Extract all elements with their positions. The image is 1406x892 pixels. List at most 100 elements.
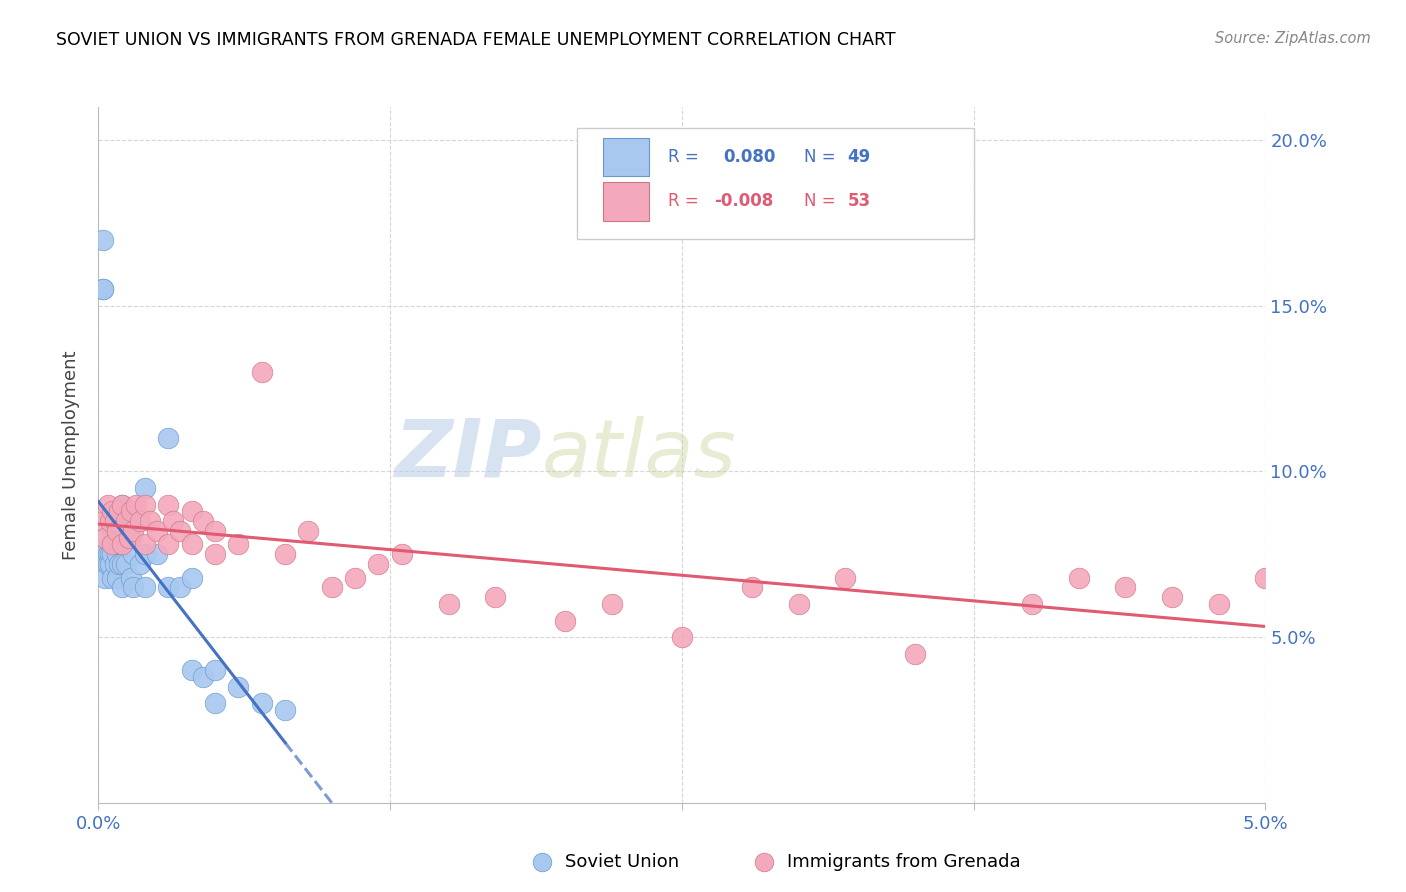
Point xyxy=(834,570,856,584)
Point xyxy=(554,614,576,628)
FancyBboxPatch shape xyxy=(603,182,650,220)
Point xyxy=(437,597,460,611)
Point xyxy=(104,524,127,538)
Point xyxy=(139,514,162,528)
Text: N =: N = xyxy=(804,148,837,166)
Point xyxy=(115,514,138,528)
Point xyxy=(104,514,127,528)
Point xyxy=(105,570,128,584)
Point xyxy=(101,537,124,551)
Text: R =: R = xyxy=(668,148,709,166)
Point xyxy=(129,558,152,572)
Text: R =: R = xyxy=(668,193,704,211)
Point xyxy=(169,524,191,538)
Point xyxy=(91,282,114,296)
Point xyxy=(101,504,124,518)
Point xyxy=(115,558,138,572)
Point xyxy=(204,663,226,677)
Point xyxy=(120,531,142,545)
Point xyxy=(157,498,180,512)
Point xyxy=(120,504,142,518)
Text: SOVIET UNION VS IMMIGRANTS FROM GRENADA FEMALE UNEMPLOYMENT CORRELATION CHART: SOVIET UNION VS IMMIGRANTS FROM GRENADA … xyxy=(56,31,896,49)
Point xyxy=(98,558,121,572)
Text: Soviet Union: Soviet Union xyxy=(565,853,679,871)
Point xyxy=(134,537,156,551)
Text: Source: ZipAtlas.com: Source: ZipAtlas.com xyxy=(1215,31,1371,46)
Point xyxy=(787,597,810,611)
Text: Immigrants from Grenada: Immigrants from Grenada xyxy=(787,853,1021,871)
Point xyxy=(94,531,117,545)
Point xyxy=(169,581,191,595)
Text: ZIP: ZIP xyxy=(395,416,541,494)
Point xyxy=(180,537,202,551)
Point xyxy=(108,558,131,572)
Point xyxy=(91,233,114,247)
Point xyxy=(111,537,134,551)
Point xyxy=(91,282,114,296)
Point xyxy=(105,524,128,538)
Point xyxy=(97,558,120,572)
Point xyxy=(122,581,145,595)
Point xyxy=(904,647,927,661)
Point xyxy=(204,697,226,711)
Text: 49: 49 xyxy=(848,148,870,166)
Point xyxy=(193,514,215,528)
Text: 0.080: 0.080 xyxy=(723,148,775,166)
Point xyxy=(101,570,124,584)
Point xyxy=(122,547,145,561)
Point xyxy=(228,680,250,694)
Point xyxy=(157,431,180,445)
Point xyxy=(297,524,319,538)
Point xyxy=(250,697,273,711)
Point xyxy=(115,524,138,538)
Point xyxy=(146,547,169,561)
Point xyxy=(134,581,156,595)
Point xyxy=(157,581,180,595)
Point xyxy=(180,504,202,518)
Point xyxy=(1208,597,1230,611)
Y-axis label: Female Unemployment: Female Unemployment xyxy=(62,351,80,559)
Point xyxy=(250,365,273,379)
Point xyxy=(484,591,506,605)
Point xyxy=(108,504,131,518)
Point xyxy=(321,581,343,595)
Point xyxy=(134,547,156,561)
Point xyxy=(97,547,120,561)
Point xyxy=(391,547,413,561)
Point xyxy=(134,498,156,512)
Point xyxy=(228,537,250,551)
Point xyxy=(193,670,215,684)
Point xyxy=(108,537,131,551)
Point xyxy=(97,498,120,512)
Point xyxy=(122,524,145,538)
Point xyxy=(157,537,180,551)
Text: atlas: atlas xyxy=(541,416,737,494)
Point xyxy=(105,524,128,538)
Point xyxy=(105,547,128,561)
Point xyxy=(600,597,623,611)
Point xyxy=(111,581,134,595)
Point xyxy=(1067,570,1090,584)
Point xyxy=(1021,597,1043,611)
Point xyxy=(1161,591,1184,605)
Point xyxy=(1254,570,1277,584)
Point xyxy=(1114,581,1136,595)
Point xyxy=(146,524,169,538)
FancyBboxPatch shape xyxy=(603,137,650,176)
Point xyxy=(118,531,141,545)
Point xyxy=(101,547,124,561)
Point xyxy=(111,537,134,551)
Text: N =: N = xyxy=(804,193,837,211)
FancyBboxPatch shape xyxy=(576,128,973,239)
Point xyxy=(111,558,134,572)
Point xyxy=(180,663,202,677)
Point xyxy=(134,481,156,495)
Point xyxy=(98,537,121,551)
Point xyxy=(274,547,297,561)
Point xyxy=(98,514,121,528)
Point xyxy=(671,630,693,644)
Point xyxy=(204,547,226,561)
Point xyxy=(94,547,117,561)
Point xyxy=(111,498,134,512)
Point xyxy=(101,537,124,551)
